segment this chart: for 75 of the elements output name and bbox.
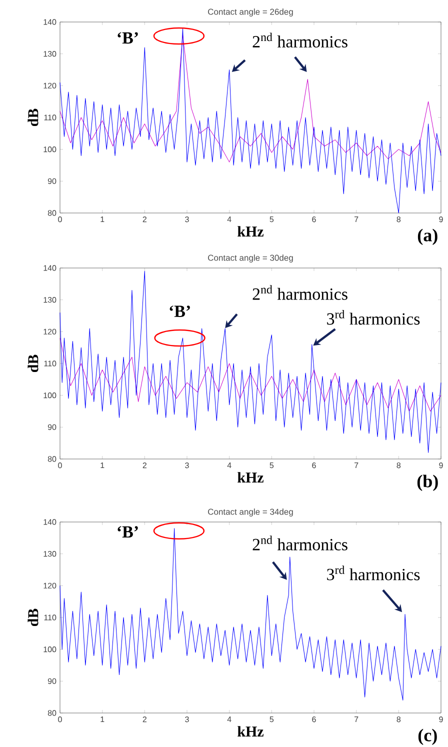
annotation: 2$^{nd}$ harmonics <box>252 32 348 48</box>
x-tick-label: 7 <box>354 462 358 468</box>
text: (c) <box>418 728 437 746</box>
x-tick-label: 1 <box>100 216 104 222</box>
line-series <box>60 528 442 701</box>
y-tick-label: 140 <box>44 265 56 271</box>
y-tick-label: 80 <box>48 710 56 716</box>
x-tick-label: 0 <box>58 716 62 722</box>
x-tick-label: 3 <box>185 716 189 722</box>
y-tick-label: 130 <box>44 297 56 303</box>
y-tick-label: 110 <box>44 360 56 366</box>
x-tick-label: 4 <box>227 716 232 722</box>
x-tick-label: 2 <box>142 216 146 222</box>
line-series <box>60 270 442 453</box>
x-tick-label: 0 <box>58 216 62 222</box>
y-tick-label: 100 <box>44 646 56 652</box>
y-tick-label: 120 <box>44 82 56 88</box>
x-tick-label: 3 <box>185 216 189 222</box>
x-tick-label: 9 <box>439 716 443 722</box>
x-tick-label: 5 <box>270 716 274 722</box>
y-tick-label: 110 <box>44 614 56 620</box>
y-tick-label: 100 <box>44 146 56 152</box>
x-tick-label: 0 <box>58 462 62 468</box>
y-tick-label: 130 <box>44 51 56 57</box>
annotation: ‘B’ <box>118 32 138 44</box>
x-tick-label: 9 <box>439 462 443 468</box>
y-tick-label: 80 <box>48 456 56 462</box>
x-tick-label: 1 <box>100 716 104 722</box>
chart-title: Contact angle = 34deg <box>208 508 293 516</box>
chart-title: Contact angle = 26deg <box>208 8 293 16</box>
x-tick-label: 6 <box>312 216 316 222</box>
y-axis-title: dB <box>28 354 38 372</box>
y-tick-label: 130 <box>44 551 56 557</box>
x-tick-label: 8 <box>396 462 401 468</box>
x-tick-label: 8 <box>396 216 401 222</box>
x-tick-label: 4 <box>227 216 232 222</box>
x-tick-label: 1 <box>100 462 104 468</box>
x-tick-label: 7 <box>354 716 358 722</box>
y-tick-label: 90 <box>48 424 56 430</box>
annotation: 2$^{nd}$ harmonics <box>252 285 348 300</box>
text: (a) <box>418 228 438 246</box>
x-tick-label: 5 <box>270 216 274 222</box>
x-tick-label: 6 <box>312 462 316 468</box>
x-axis-title: kHz <box>238 226 264 236</box>
y-axis-title: dB <box>28 608 38 626</box>
y-tick-label: 90 <box>48 678 56 684</box>
y-axis-title: dB <box>28 108 38 126</box>
annotation: 3$^{rd}$ harmonics <box>327 310 420 325</box>
y-tick-label: 120 <box>44 328 56 334</box>
y-tick-label: 110 <box>44 114 56 120</box>
x-tick-label: 6 <box>312 716 316 722</box>
y-tick-label: 140 <box>44 19 56 25</box>
y-tick-label: 80 <box>48 210 56 216</box>
x-axis-title: kHz <box>238 726 264 736</box>
annotation: ‘B’ <box>118 526 138 538</box>
x-tick-label: 8 <box>396 716 401 722</box>
x-tick-label: 7 <box>354 216 358 222</box>
y-tick-label: 90 <box>48 178 56 184</box>
y-tick-label: 140 <box>44 519 56 525</box>
text: (b) <box>417 474 438 492</box>
x-tick-label: 9 <box>439 216 443 222</box>
annotation: 2$^{nd}$ harmonics <box>252 536 348 550</box>
line-series <box>60 28 442 214</box>
x-tick-label: 2 <box>142 462 146 468</box>
y-tick-label: 120 <box>44 582 56 588</box>
y-tick-label: 100 <box>44 392 56 398</box>
annotation: ‘B’ <box>170 306 190 317</box>
x-axis-title: kHz <box>238 472 264 482</box>
x-tick-label: 3 <box>185 462 189 468</box>
x-tick-label: 4 <box>227 462 232 468</box>
x-tick-label: 2 <box>142 716 146 722</box>
annotation: 3$^{rd}$ harmonics <box>327 566 420 580</box>
line-series <box>60 338 442 412</box>
x-tick-label: 5 <box>270 462 274 468</box>
chart-title: Contact angle = 30deg <box>208 254 293 262</box>
